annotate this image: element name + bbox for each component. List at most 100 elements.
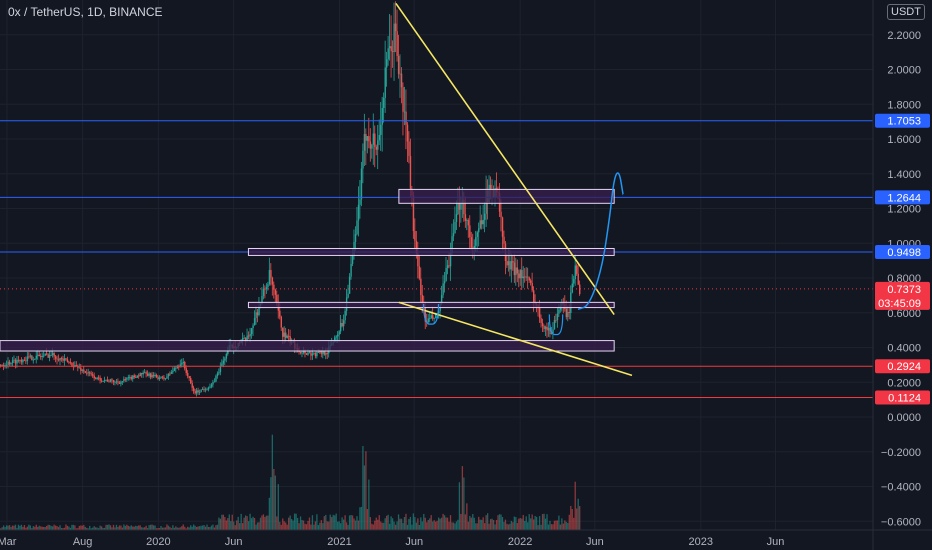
candle-body (132, 375, 134, 380)
volume-bar (429, 518, 431, 530)
volume-bar (69, 527, 72, 530)
volume-bar (399, 518, 401, 530)
volume-bar (559, 524, 562, 530)
candle-body (383, 97, 385, 109)
candle-body (252, 325, 254, 329)
candle-body (515, 267, 517, 276)
volume-bar (547, 524, 550, 530)
candle-body (283, 332, 285, 337)
volume-bar (408, 519, 410, 530)
candle-body (0, 364, 2, 366)
volume-bar (506, 523, 508, 530)
candle-body (354, 234, 357, 242)
volume-bar (56, 526, 58, 530)
volume-bar (109, 525, 112, 530)
candle-body (48, 355, 51, 358)
candle-body (75, 365, 78, 367)
candle-body (568, 312, 571, 313)
candle-body (10, 363, 12, 365)
candle-body (449, 253, 452, 267)
volume-bar (108, 524, 110, 530)
volume-bar (478, 516, 480, 530)
volume-bar (507, 524, 510, 530)
candle-body (288, 335, 290, 337)
candle-body (89, 372, 91, 374)
volume-bar (259, 517, 262, 530)
candle-body (405, 111, 407, 125)
candle-body (31, 355, 33, 360)
volume-bar (342, 519, 345, 530)
candle-body (420, 278, 422, 296)
volume-bar (93, 526, 95, 530)
candle-body (325, 353, 327, 355)
volume-bar (184, 526, 186, 530)
volume-bar (167, 525, 170, 530)
x-tick-label: 2020 (146, 536, 170, 548)
volume-bar (289, 515, 291, 530)
volume-bar (112, 524, 115, 530)
candle-body (184, 361, 186, 369)
candle-body (28, 356, 30, 358)
volume-bar (29, 525, 31, 530)
candle-body (138, 375, 140, 377)
volume-bar (357, 520, 360, 530)
volume-bar (26, 526, 29, 530)
volume-bar (368, 479, 370, 530)
volume-bar (225, 520, 227, 530)
candle-body (173, 368, 176, 371)
volume-bar (564, 520, 566, 530)
volume-bar (497, 515, 499, 530)
volume-bar (473, 517, 475, 530)
currency-unit-button[interactable]: USDT (887, 4, 925, 20)
candle-body (26, 356, 29, 362)
candle-body (201, 389, 204, 391)
candle-body (326, 353, 329, 354)
volume-bar (304, 523, 306, 530)
candle-body (547, 327, 550, 331)
y-tick-label: 0.6000 (887, 308, 921, 320)
volume-bar (130, 525, 132, 530)
candle-body (339, 322, 342, 332)
volume-bar (501, 517, 504, 530)
candle-body (319, 351, 321, 353)
candle-body (344, 310, 346, 321)
volume-bar (322, 523, 324, 530)
volume-bar (206, 524, 208, 530)
volume-bar (448, 521, 450, 530)
volume-bar (228, 514, 230, 530)
candle-body (351, 255, 354, 264)
volume-bar (466, 503, 468, 530)
candle-body (519, 270, 522, 279)
candle-body (412, 195, 415, 232)
volume-bar (65, 524, 67, 530)
volume-bar (436, 520, 438, 530)
candle-body (530, 280, 532, 283)
candle-body (522, 276, 525, 279)
price-label: 0.7373 (887, 284, 921, 296)
volume-bar (25, 527, 27, 530)
candle-body (516, 267, 519, 274)
candle-body (121, 381, 124, 382)
volume-bar (276, 516, 278, 530)
candle-body (127, 377, 130, 379)
volume-bar (5, 525, 8, 530)
volume-bar (371, 523, 373, 530)
candle-body (396, 31, 398, 57)
candle-body (403, 111, 406, 113)
candle-body (305, 353, 308, 355)
candle-body (160, 376, 162, 379)
volume-bar (200, 525, 202, 530)
volume-bar (372, 524, 374, 530)
volume-bar (164, 527, 167, 530)
candle-body (503, 236, 505, 244)
volume-bar (216, 524, 219, 530)
volume-bar (32, 526, 34, 530)
candle-body (20, 359, 23, 363)
volume-bar (347, 524, 349, 530)
volume-bar (353, 518, 355, 530)
volume-bar (34, 526, 36, 530)
candle-body (390, 46, 392, 52)
volume-bar (354, 520, 357, 530)
candle-body (308, 352, 311, 354)
